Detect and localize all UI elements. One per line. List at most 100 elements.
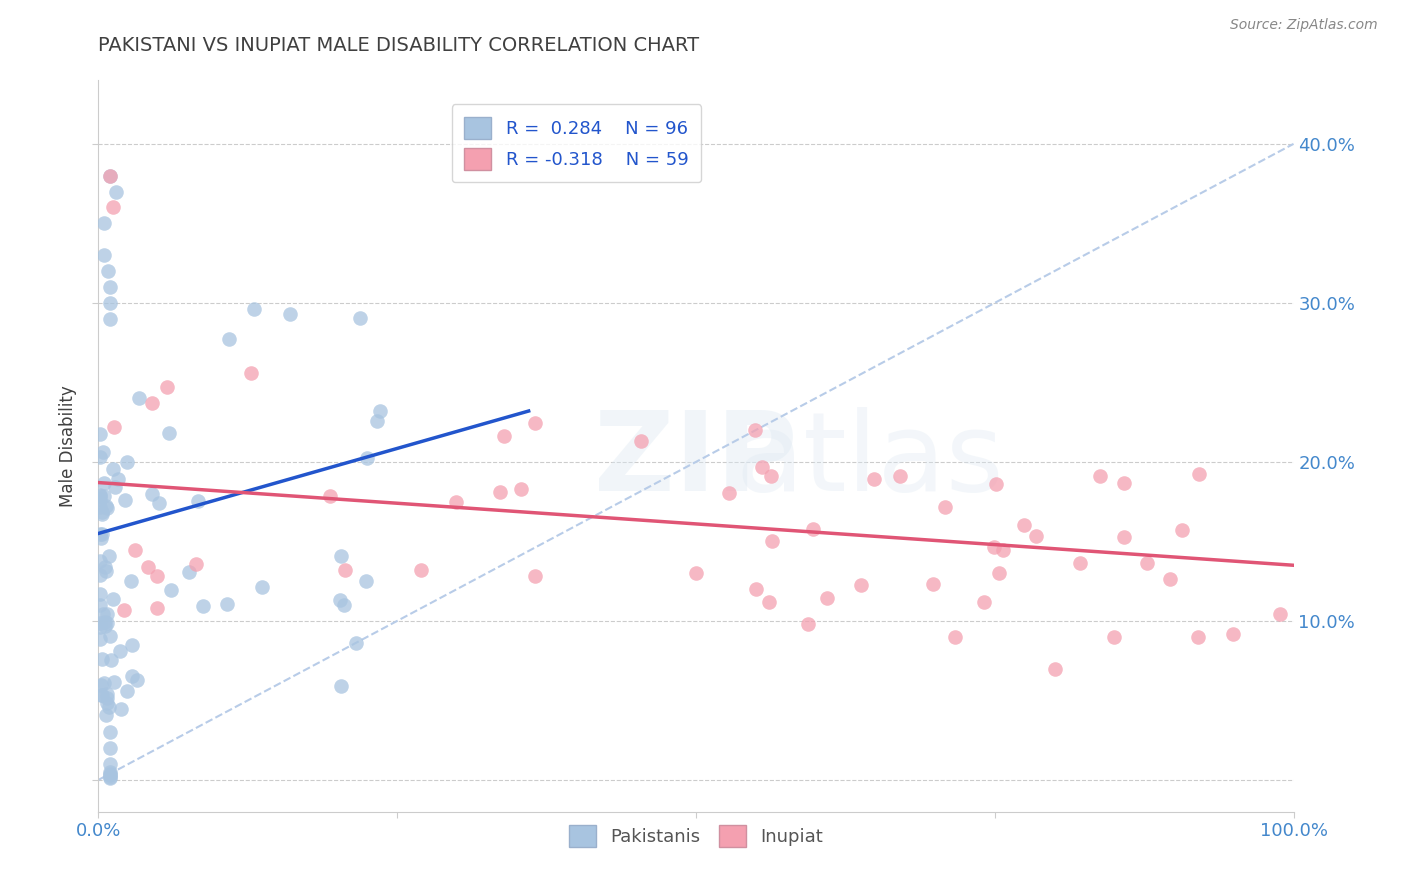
Point — [96, 691, 118, 706]
Point — [89, 620, 111, 634]
Point — [991, 542, 1014, 557]
Point — [1136, 556, 1159, 570]
Point — [333, 598, 356, 612]
Point — [94, 564, 117, 578]
Point — [1188, 467, 1211, 481]
Point — [863, 472, 886, 486]
Point — [444, 495, 467, 509]
Point — [278, 307, 301, 321]
Point — [124, 542, 146, 557]
Point — [1088, 468, 1111, 483]
Point — [91, 607, 114, 621]
Point — [98, 311, 122, 326]
Point — [335, 563, 357, 577]
Point — [1112, 475, 1135, 490]
Point — [934, 500, 956, 514]
Point — [104, 480, 127, 494]
Point — [115, 684, 138, 698]
Point — [107, 472, 129, 486]
Point — [148, 496, 170, 510]
Point — [252, 580, 274, 594]
Point — [90, 652, 112, 666]
Point — [141, 396, 163, 410]
Point — [108, 644, 131, 658]
Point — [922, 576, 945, 591]
Point — [110, 702, 132, 716]
Point — [319, 489, 342, 503]
Point — [91, 527, 114, 541]
Point — [1025, 529, 1047, 543]
Point — [89, 554, 111, 568]
Point — [329, 679, 352, 693]
Point — [89, 632, 111, 646]
Point — [112, 603, 135, 617]
Point — [93, 475, 115, 490]
Point — [761, 534, 783, 549]
Point — [186, 493, 208, 508]
Point — [101, 462, 124, 476]
Point — [98, 280, 122, 294]
Point — [1159, 572, 1181, 586]
Point — [156, 380, 179, 394]
Point — [797, 617, 820, 632]
Point — [89, 616, 111, 631]
Point — [744, 423, 766, 437]
Point — [159, 426, 181, 441]
Point — [103, 675, 125, 690]
Point — [849, 578, 872, 592]
Point — [136, 559, 159, 574]
Point — [1170, 524, 1192, 538]
Point — [91, 445, 114, 459]
Point — [179, 565, 201, 579]
Point — [1187, 630, 1209, 644]
Point — [329, 593, 352, 607]
Point — [93, 676, 115, 690]
Point — [93, 248, 115, 262]
Point — [815, 591, 838, 606]
Point — [146, 601, 169, 615]
Point — [1043, 662, 1066, 676]
Point — [89, 526, 111, 541]
Point — [98, 169, 122, 183]
Point — [524, 568, 547, 582]
Point — [98, 766, 122, 780]
Point — [105, 185, 128, 199]
Point — [96, 500, 118, 515]
Point — [146, 568, 169, 582]
Point — [1014, 518, 1036, 533]
Point — [89, 450, 111, 464]
Point — [98, 629, 121, 643]
Point — [761, 469, 783, 483]
Point — [89, 587, 111, 601]
Point — [492, 429, 515, 443]
Point — [89, 598, 111, 612]
Point — [114, 493, 136, 508]
Point — [983, 540, 1005, 554]
Point — [97, 700, 120, 714]
Point — [96, 687, 118, 701]
Point — [103, 420, 125, 434]
Point — [98, 764, 122, 779]
Point — [128, 391, 150, 405]
Point — [801, 522, 824, 536]
Point — [93, 489, 115, 503]
Point — [89, 568, 111, 582]
Point — [370, 404, 392, 418]
Point — [94, 619, 117, 633]
Point — [96, 616, 118, 631]
Point — [984, 476, 1007, 491]
Point — [349, 310, 371, 325]
Point — [98, 296, 122, 310]
Point — [98, 770, 122, 784]
Point — [718, 486, 741, 500]
Point — [98, 169, 122, 183]
Point — [160, 582, 183, 597]
Point — [120, 574, 142, 589]
Point — [240, 366, 263, 380]
Point — [1112, 530, 1135, 544]
Point — [97, 264, 120, 278]
Point — [1104, 630, 1126, 644]
Point — [89, 489, 111, 503]
Point — [973, 595, 995, 609]
Point — [98, 549, 121, 563]
